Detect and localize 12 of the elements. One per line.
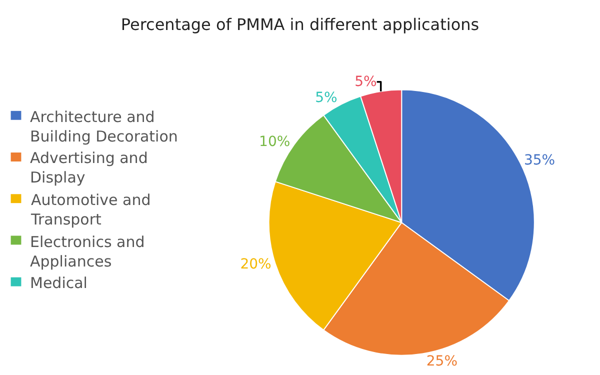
- data-label: 20%: [240, 256, 272, 272]
- legend-label: Automotive and Transport: [30, 191, 151, 228]
- legend-label: Electronics and Appliances: [30, 233, 145, 270]
- data-label: 35%: [524, 152, 556, 169]
- legend-label: Medical: [30, 274, 88, 292]
- data-label: 25%: [426, 354, 458, 370]
- legend-label: Advertising and Display: [30, 149, 148, 186]
- data-label: 5%: [315, 90, 338, 106]
- chart-title: Percentage of PMMA in different applications: [120, 14, 480, 34]
- data-label: 5%: [354, 74, 377, 90]
- data-label: 10%: [259, 134, 290, 150]
- legend-label: Architecture and Building Decoration: [30, 108, 178, 146]
